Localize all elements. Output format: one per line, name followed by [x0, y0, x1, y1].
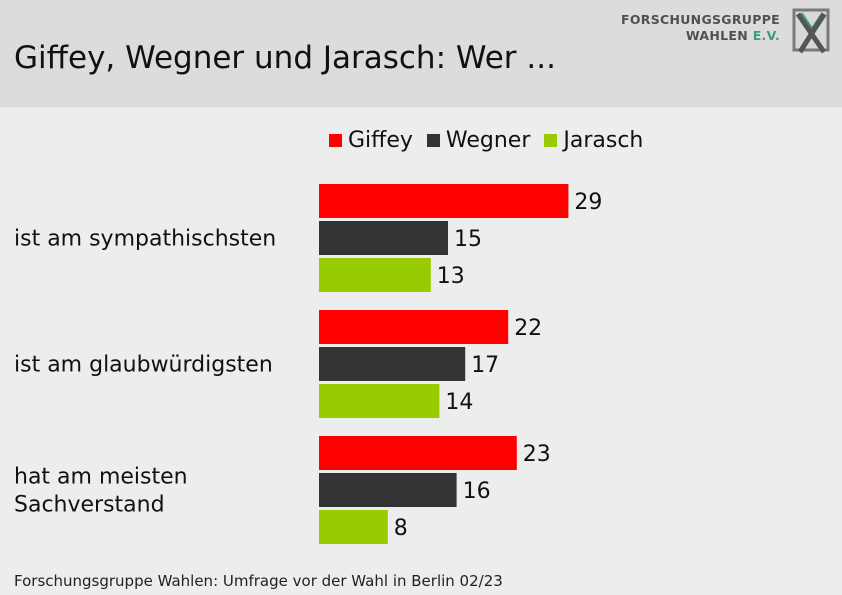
bar-wegner: [319, 221, 448, 255]
bar-wegner: [319, 347, 466, 381]
legend-label-wegner: Wegner: [445, 128, 531, 153]
logo-line2-b: E.V.: [752, 28, 780, 43]
category-label: ist am sympathischsten: [14, 227, 276, 252]
page-title: Giffey, Wegner und Jarasch: Wer ...: [14, 40, 556, 76]
bar-jarasch: [319, 384, 440, 418]
source-note: Forschungsgruppe Wahlen: Umfrage vor der…: [14, 572, 503, 590]
category-label: hat am meisten: [14, 465, 188, 490]
data-label: 17: [471, 353, 499, 378]
legend-label-jarasch: Jarasch: [563, 128, 644, 153]
data-label: 13: [437, 264, 465, 289]
bar-giffey: [319, 310, 509, 344]
data-label: 29: [574, 190, 602, 215]
data-label: 14: [445, 390, 473, 415]
category-label: ist am glaubwürdigsten: [14, 353, 273, 378]
logo-line2: WAHLEN E.V.: [621, 28, 780, 44]
legend-swatch-giffey: [329, 134, 342, 147]
logo-mark-icon: [792, 8, 830, 54]
logo-line1: FORSCHUNGSGRUPPE: [621, 12, 780, 27]
logo-text: FORSCHUNGSGRUPPE WAHLEN E.V.: [621, 12, 780, 44]
legend-swatch-wegner: [426, 134, 440, 147]
data-label: 15: [454, 227, 482, 252]
data-label: 22: [514, 316, 542, 341]
logo: FORSCHUNGSGRUPPE WAHLEN E.V.: [602, 8, 832, 58]
logo-line2-a: WAHLEN: [685, 28, 753, 43]
data-label: 16: [463, 479, 491, 504]
data-label: 8: [394, 516, 408, 541]
bar-giffey: [319, 436, 517, 470]
data-label: 23: [523, 442, 551, 467]
legend-label-giffey: Giffey: [348, 128, 413, 153]
legend-item-jarasch: Jarasch: [544, 128, 643, 153]
header-band: [0, 0, 842, 107]
legend: Giffey Wegner Jarasch: [329, 128, 643, 153]
bar-giffey: [319, 184, 569, 218]
bar-jarasch: [319, 258, 431, 292]
legend-item-giffey: Giffey: [329, 128, 413, 153]
legend-swatch-jarasch: [544, 134, 558, 147]
bar-wegner: [319, 473, 457, 507]
bar-jarasch: [319, 510, 388, 544]
category-label: Sachverstand: [14, 493, 165, 518]
legend-item-wegner: Wegner: [426, 128, 531, 153]
